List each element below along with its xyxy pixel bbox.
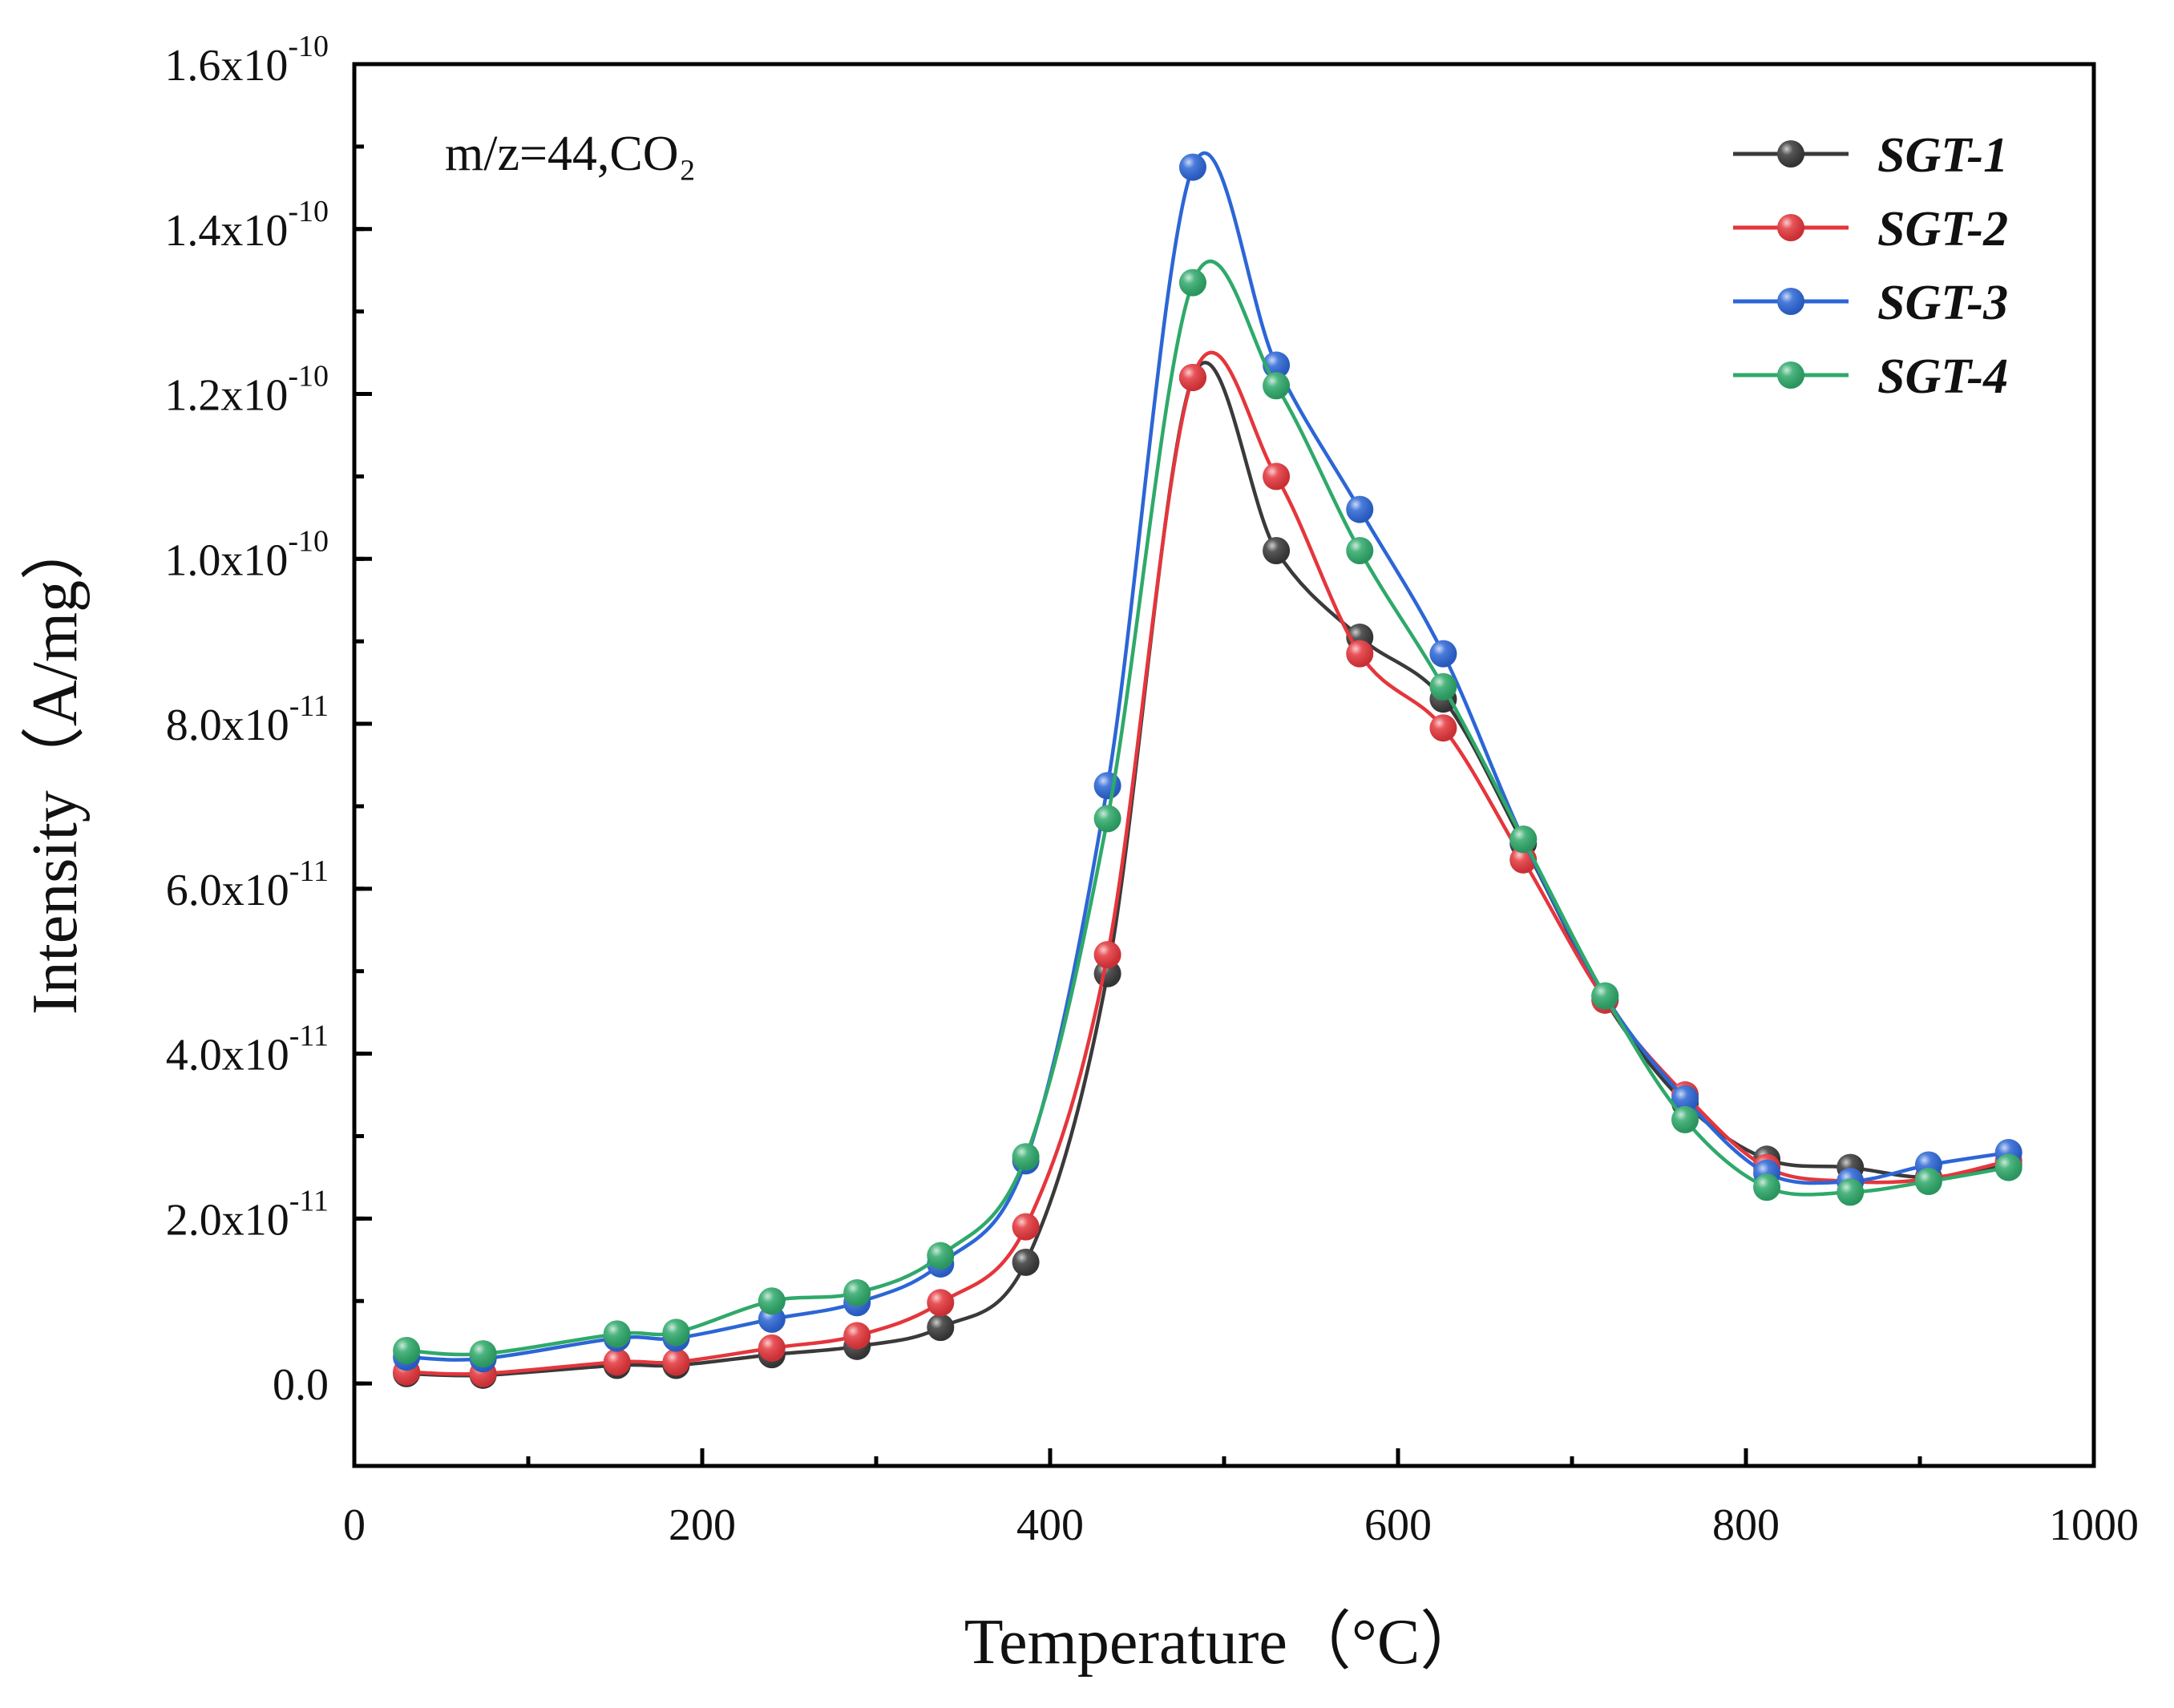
data-point [1093, 805, 1121, 833]
x-axis-title: Temperature（°C） [964, 1607, 1484, 1678]
data-point [1263, 372, 1291, 400]
legend-marker-shine [1777, 361, 1804, 389]
data-point [1914, 1168, 1942, 1196]
x-tick-label: 600 [1364, 1500, 1432, 1550]
series-line [406, 350, 2010, 1376]
legend-marker-shine [1777, 140, 1804, 168]
legend-item: SGT-3 [1733, 276, 2008, 330]
y-axis-ticks: 0.0 2.0x10-11 4.0x10-11 6.0x10-11 8.0x10-11 1… [164, 30, 372, 1468]
series-layer [393, 151, 2022, 1389]
data-point [843, 1322, 871, 1350]
data-point [1671, 1105, 1699, 1133]
y-tick-label: 0.0 [273, 1360, 329, 1410]
y-tick-label: 1.0x10-10 [164, 524, 329, 585]
chart-annotation: m/z=44,CO₂ [445, 127, 696, 181]
y-tick-label: 1.4x10-10 [164, 195, 329, 256]
x-axis-ticks: 0 200 400 600 800 1000 [343, 1448, 2139, 1550]
legend-item: SGT-1 [1733, 128, 2008, 183]
data-point [1509, 826, 1538, 854]
data-point [758, 1334, 786, 1362]
data-point [1753, 1173, 1781, 1201]
data-point [1429, 672, 1457, 701]
x-tick-label: 0 [343, 1500, 366, 1550]
data-point [843, 1278, 871, 1306]
data-point [1012, 1213, 1040, 1241]
data-point [927, 1314, 955, 1342]
data-point [927, 1289, 955, 1317]
data-point [603, 1320, 631, 1348]
data-point [1837, 1178, 1865, 1206]
data-point [758, 1287, 786, 1315]
x-tick-label: 200 [669, 1500, 736, 1550]
data-point [1591, 982, 1619, 1010]
y-tick-label: 1.2x10-10 [164, 360, 329, 421]
legend-item: SGT-2 [1733, 202, 2008, 256]
legend-marker-shine [1777, 288, 1804, 315]
series-sgt-4 [393, 259, 2022, 1368]
legend-item: SGT-4 [1733, 349, 2008, 404]
x-tick-label: 400 [1016, 1500, 1084, 1550]
x-tick-label: 800 [1712, 1500, 1780, 1550]
data-point [469, 1340, 497, 1368]
data-point [1178, 153, 1206, 181]
y-axis-title: Intensity（A/mg） [20, 516, 91, 1015]
data-point [662, 1348, 690, 1376]
data-point [662, 1318, 690, 1347]
data-point [1093, 941, 1121, 969]
series-line [406, 361, 2010, 1378]
data-point [1012, 1143, 1040, 1171]
data-point [1429, 640, 1457, 668]
data-point [1263, 537, 1291, 565]
legend: SGT-1 SGT-2 SGT-3 SGT-4 [1733, 128, 2008, 404]
data-point [927, 1242, 955, 1270]
legend-label: SGT-1 [1877, 128, 2008, 183]
legend-label: SGT-4 [1877, 349, 2008, 404]
y-tick-label: 1.6x10-10 [164, 30, 329, 91]
legend-marker-shine [1777, 214, 1804, 241]
legend-label: SGT-3 [1877, 276, 2008, 330]
series-sgt-1 [393, 361, 2022, 1389]
y-tick-label: 6.0x10-11 [166, 854, 329, 915]
y-tick-label: 2.0x10-11 [166, 1184, 329, 1245]
data-point [1178, 269, 1206, 297]
data-point [1093, 772, 1121, 800]
data-point [1994, 1153, 2022, 1181]
x-tick-label: 1000 [2049, 1500, 2139, 1550]
data-point [1429, 714, 1457, 742]
y-tick-label: 4.0x10-11 [166, 1020, 329, 1080]
data-point [1346, 537, 1374, 565]
data-point [393, 1336, 421, 1364]
data-point [1012, 1248, 1040, 1276]
y-tick-label: 8.0x10-11 [166, 689, 329, 750]
data-point [1346, 495, 1374, 523]
data-point [1346, 640, 1374, 668]
data-point [603, 1348, 631, 1376]
data-point [1263, 462, 1291, 491]
legend-label: SGT-2 [1877, 202, 2008, 256]
series-sgt-2 [393, 350, 2022, 1387]
data-point [1178, 363, 1206, 391]
